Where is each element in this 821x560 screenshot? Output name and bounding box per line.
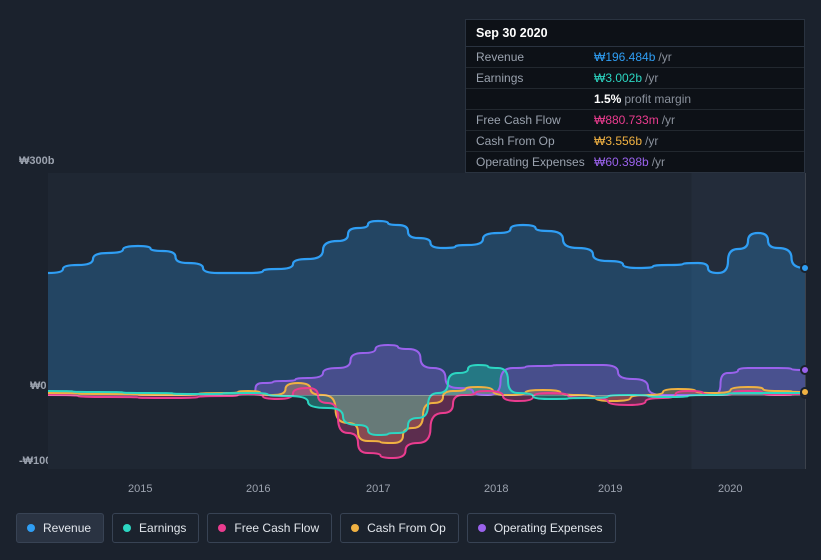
tooltip-value: ₩60.398b [594, 155, 649, 169]
x-tick-label: 2017 [366, 483, 390, 495]
legend-item-revenue[interactable]: Revenue [16, 513, 104, 543]
legend-dot-icon [478, 524, 486, 532]
tooltip-value: ₩3.002b [594, 71, 642, 85]
tooltip-suffix: /yr [645, 71, 658, 85]
x-tick-label: 2019 [598, 483, 622, 495]
tooltip-value: ₩196.484b [594, 50, 655, 64]
tooltip-suffix: /yr [662, 113, 675, 127]
legend-label: Cash From Op [367, 521, 446, 535]
chart-legend: Revenue Earnings Free Cash Flow Cash From O… [16, 513, 616, 543]
tooltip-date: Sep 30 2020 [466, 20, 804, 47]
legend-dot-icon [27, 524, 35, 532]
y-tick-label: ₩300b [19, 155, 54, 167]
legend-label: Earnings [139, 521, 186, 535]
hover-guideline [805, 173, 806, 469]
tooltip-row-profit-margin: 1.5% profit margin [466, 89, 804, 110]
financials-chart[interactable]: ₩300b ₩0 -₩100b 2015 2016 2017 2018 2019… [16, 155, 805, 475]
zero-line [48, 395, 805, 396]
chart-tooltip: Sep 30 2020 Revenue ₩196.484b /yr Earnin… [465, 19, 805, 173]
chart-svg [48, 173, 805, 469]
x-tick-label: 2015 [128, 483, 152, 495]
tooltip-value: 1.5% [594, 92, 621, 106]
legend-item-operating-expenses[interactable]: Operating Expenses [467, 513, 616, 543]
legend-dot-icon [123, 524, 131, 532]
series-marker-revenue [800, 263, 810, 273]
legend-dot-icon [218, 524, 226, 532]
tooltip-suffix: profit margin [624, 92, 691, 106]
tooltip-value: ₩880.733m [594, 113, 659, 127]
tooltip-row-earnings: Earnings ₩3.002b /yr [466, 68, 804, 89]
x-tick-label: 2020 [718, 483, 742, 495]
tooltip-suffix: /yr [658, 50, 671, 64]
series-marker-operating_expenses [800, 365, 810, 375]
tooltip-row-fcf: Free Cash Flow ₩880.733m /yr [466, 110, 804, 131]
x-tick-label: 2016 [246, 483, 270, 495]
tooltip-label: Free Cash Flow [476, 113, 594, 127]
tooltip-row-revenue: Revenue ₩196.484b /yr [466, 47, 804, 68]
legend-dot-icon [351, 524, 359, 532]
tooltip-label: Operating Expenses [476, 155, 594, 169]
y-tick-label: ₩0 [30, 380, 47, 392]
legend-label: Free Cash Flow [234, 521, 319, 535]
chart-plot-area[interactable] [48, 173, 805, 469]
tooltip-value: ₩3.556b [594, 134, 642, 148]
tooltip-row-cfo: Cash From Op ₩3.556b /yr [466, 131, 804, 152]
legend-item-cash-from-op[interactable]: Cash From Op [340, 513, 459, 543]
tooltip-row-opex: Operating Expenses ₩60.398b /yr [466, 152, 804, 172]
tooltip-label: Revenue [476, 50, 594, 64]
tooltip-label: Cash From Op [476, 134, 594, 148]
tooltip-suffix: /yr [652, 155, 665, 169]
legend-item-earnings[interactable]: Earnings [112, 513, 199, 543]
legend-label: Revenue [43, 521, 91, 535]
tooltip-suffix: /yr [645, 134, 658, 148]
tooltip-label: Earnings [476, 71, 594, 85]
x-tick-label: 2018 [484, 483, 508, 495]
legend-item-free-cash-flow[interactable]: Free Cash Flow [207, 513, 332, 543]
series-marker-cash_from_op [800, 387, 810, 397]
legend-label: Operating Expenses [494, 521, 603, 535]
